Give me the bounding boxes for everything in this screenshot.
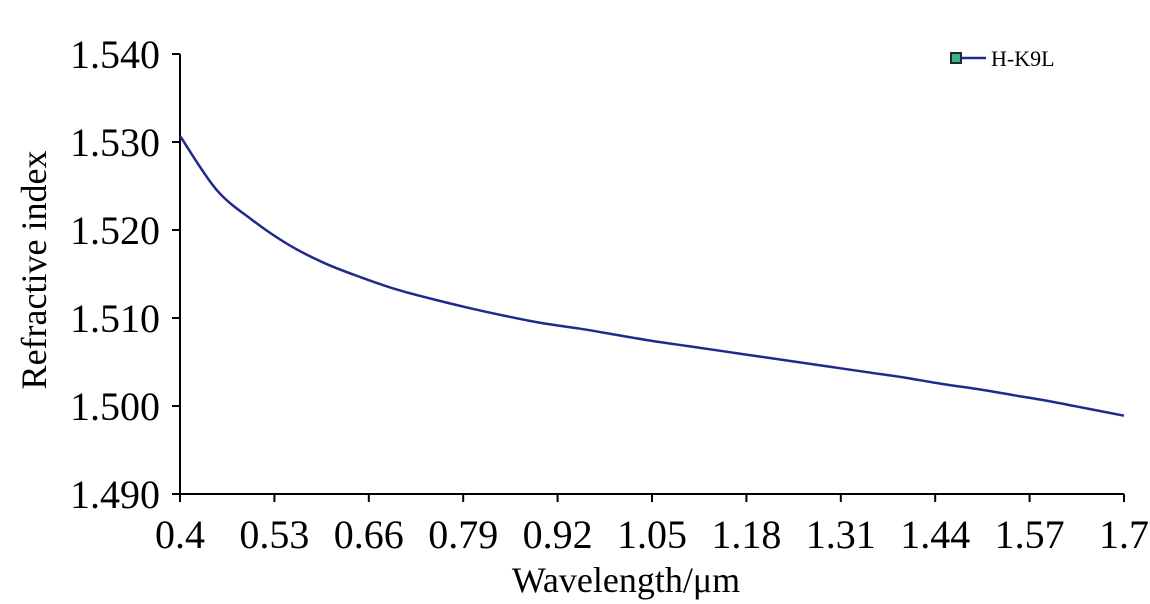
y-tick-label: 1.540	[70, 32, 160, 77]
y-axis-label: Refractive index	[14, 151, 54, 390]
y-tick-label: 1.520	[70, 208, 160, 253]
series-layer	[178, 135, 1125, 417]
x-tick-label: 0.66	[334, 512, 404, 557]
legend-series-label: H-K9L	[991, 46, 1055, 71]
x-tick-label: 1.31	[806, 512, 876, 557]
legend: H-K9L	[950, 46, 1055, 71]
x-tick-label: 1.18	[711, 512, 781, 557]
series-line-h-k9l	[178, 135, 1125, 417]
x-tick-label: 1.7	[1099, 512, 1149, 557]
x-tick-label: 0.4	[155, 512, 205, 557]
legend-series-marker	[950, 52, 962, 64]
x-tick-label: 0.92	[523, 512, 593, 557]
x-axis-label: Wavelength/μm	[512, 560, 740, 600]
x-tick-label: 0.53	[239, 512, 309, 557]
y-axis-ticks: 1.490 1.500 1.510 1.520 1.530 1.540	[70, 32, 180, 517]
y-tick-label: 1.530	[70, 120, 160, 165]
axes	[179, 54, 1124, 495]
x-tick-label: 1.05	[617, 512, 687, 557]
y-tick-label: 1.510	[70, 296, 160, 341]
y-tick-label: 1.500	[70, 384, 160, 429]
x-tick-label: 1.44	[900, 512, 970, 557]
y-tick-label: 1.490	[70, 472, 160, 517]
x-tick-label: 0.79	[428, 512, 498, 557]
x-tick-label: 1.57	[995, 512, 1065, 557]
x-axis-ticks: 0.4 0.53 0.66 0.79 0.92 1.05 1.18 1.31 1.44 1.57 1…	[155, 494, 1149, 557]
